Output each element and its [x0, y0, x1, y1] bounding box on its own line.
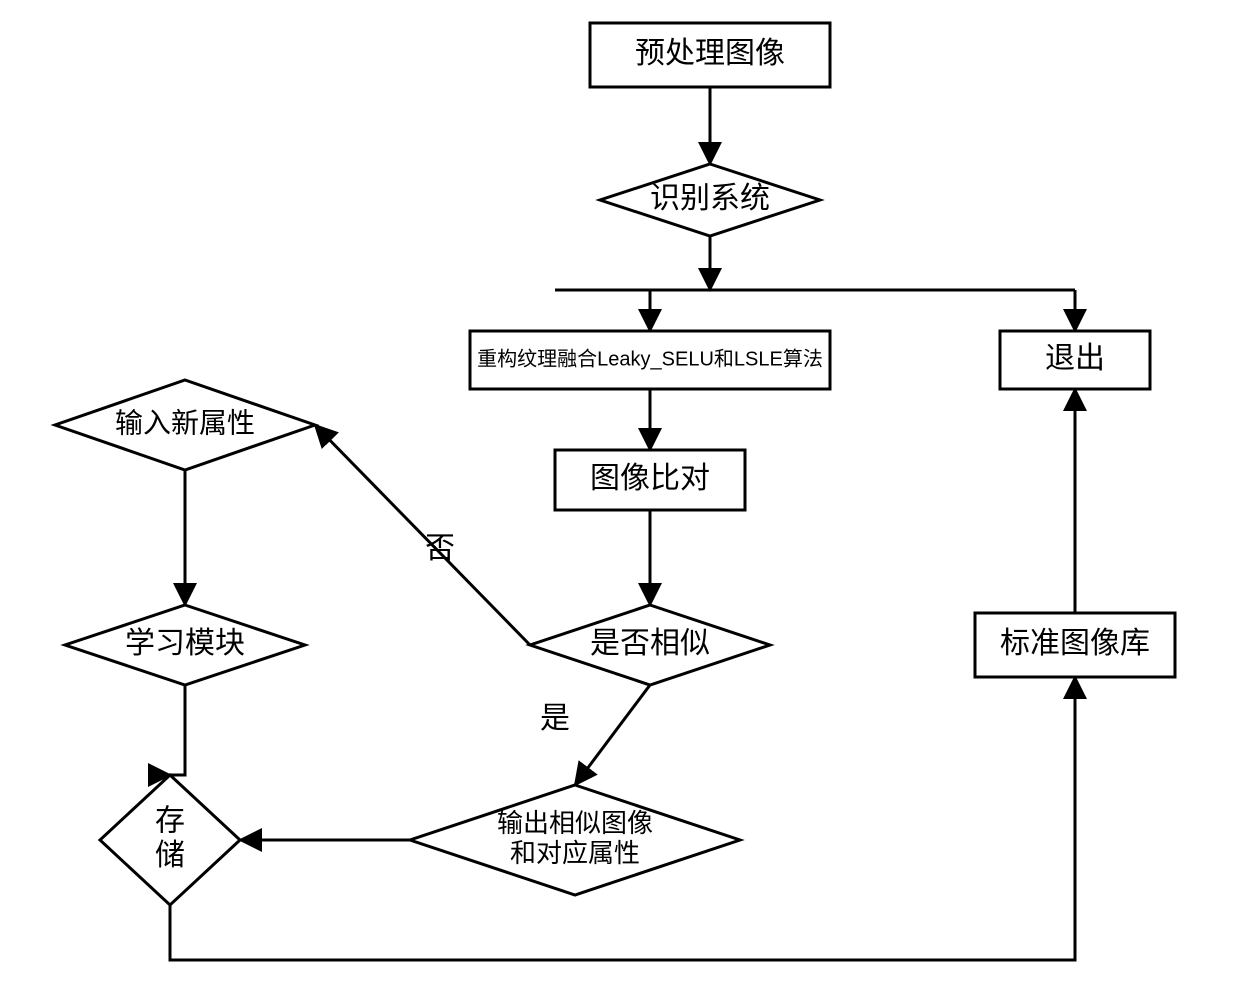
- node-n1: 预处理图像: [590, 23, 830, 87]
- node-label: 预处理图像: [635, 37, 785, 70]
- node-label: 是否相似: [590, 627, 710, 660]
- node-n10: 学习模块: [65, 605, 305, 685]
- node-n2: 识别系统: [600, 164, 820, 236]
- node-n6: 是否相似: [530, 605, 770, 685]
- node-n11: 存储: [100, 775, 240, 905]
- node-n9: 输入新属性: [55, 380, 315, 470]
- edge-label-no: 否: [425, 532, 455, 565]
- node-label: 标准图像库: [1000, 627, 1150, 660]
- node-label: 输出相似图像: [497, 808, 653, 838]
- edge-8: [575, 685, 650, 785]
- node-label: 输入新属性: [115, 407, 255, 438]
- node-label: 学习模块: [125, 627, 245, 660]
- node-n4: 退出: [1000, 331, 1150, 389]
- node-label: 图像比对: [590, 462, 710, 495]
- node-label: 退出: [1045, 342, 1105, 375]
- node-n8: 标准图像库: [975, 613, 1175, 677]
- edge-label-yes: 是: [540, 702, 570, 735]
- node-n5: 图像比对: [555, 450, 745, 510]
- edge-10: [170, 685, 185, 775]
- flowchart-canvas: 预处理图像识别系统重构纹理融合Leaky_SELU和LSLE算法退出图像比对是否…: [0, 0, 1240, 1007]
- node-label: 重构纹理融合Leaky_SELU和LSLE算法: [477, 347, 823, 370]
- node-label: 储: [155, 839, 185, 872]
- node-label: 和对应属性: [510, 838, 640, 868]
- node-label: 存: [155, 805, 185, 838]
- node-n3: 重构纹理融合Leaky_SELU和LSLE算法: [470, 331, 830, 389]
- edge-7: [315, 425, 530, 645]
- node-n7: 输出相似图像和对应属性: [410, 785, 740, 895]
- node-label: 识别系统: [650, 182, 770, 215]
